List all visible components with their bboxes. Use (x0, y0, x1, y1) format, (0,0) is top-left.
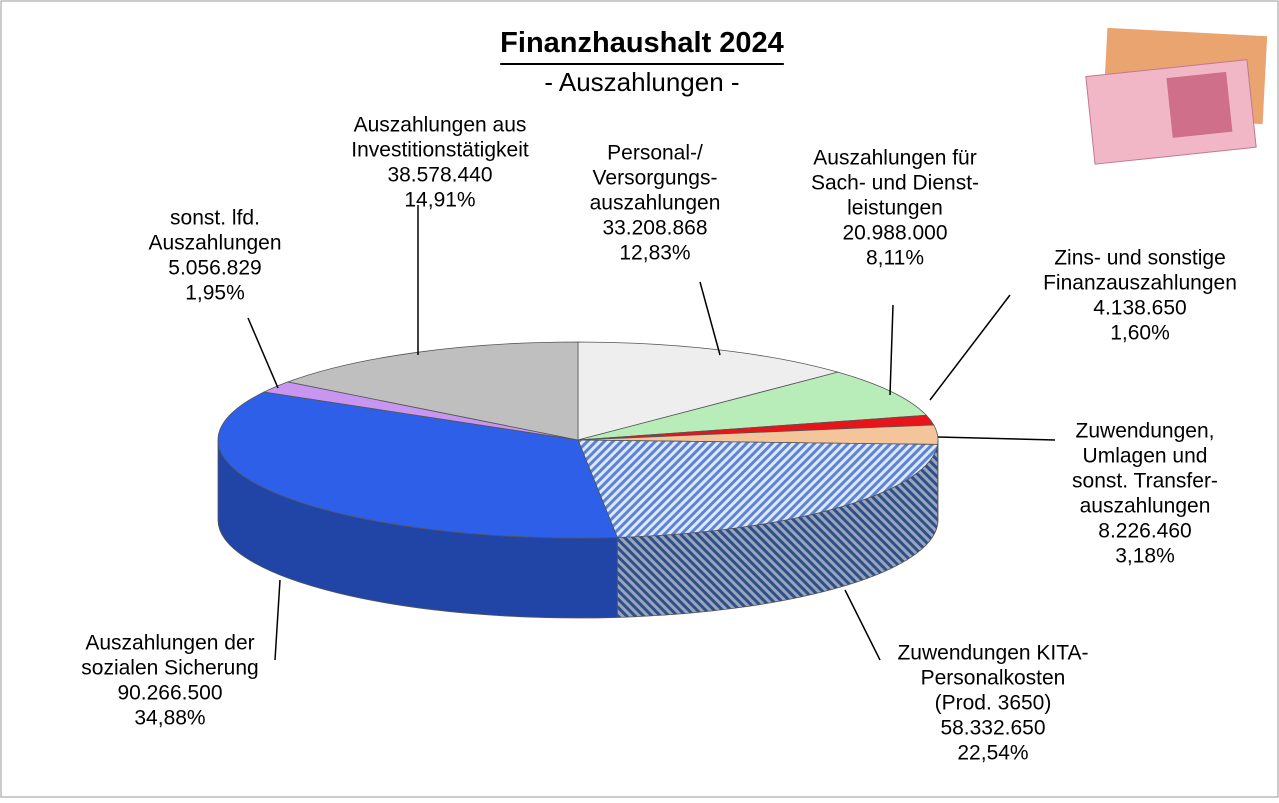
slice-label: Versorgungs- (593, 166, 718, 189)
pie (218, 342, 938, 618)
value-label: 20.988.000 (842, 221, 947, 244)
value-label: 38.578.440 (387, 163, 492, 186)
percent-label: 3,18% (1115, 544, 1175, 567)
percent-label: 34,88% (134, 706, 205, 729)
value-label: 8.226.460 (1098, 519, 1191, 542)
slice-label: sonst. Transfer- (1072, 469, 1218, 492)
slice-label: Investitionstätigkeit (351, 138, 529, 161)
value-label: 5.056.829 (168, 256, 261, 279)
percent-label: 22,54% (957, 741, 1028, 764)
percent-label: 12,83% (619, 241, 690, 264)
slice-label: sozialen Sicherung (81, 656, 258, 679)
slice-label: leistungen (847, 196, 943, 219)
slice-label: (Prod. 3650) (935, 691, 1052, 714)
slice-label: Zins- und sonstige (1054, 246, 1226, 269)
slice-label: Zuwendungen KITA- (897, 641, 1088, 664)
slice-label: sonst. lfd. (170, 206, 260, 229)
value-label: 4.138.650 (1093, 296, 1186, 319)
slice-label: auszahlungen (590, 191, 721, 214)
chart-subtitle: - Auszahlungen - (544, 67, 739, 97)
value-label: 33.208.868 (602, 216, 707, 239)
slice-label: Personalkosten (921, 666, 1066, 689)
slice-label: Auszahlungen aus (354, 113, 527, 136)
slice-label: Auszahlungen für (813, 146, 976, 169)
slice-label: Auszahlungen (148, 231, 281, 254)
slice-label: Finanzauszahlungen (1043, 271, 1237, 294)
percent-label: 1,95% (185, 281, 245, 304)
slice-label: Umlagen und (1083, 444, 1208, 467)
value-label: 90.266.500 (117, 681, 222, 704)
percent-label: 14,91% (404, 188, 475, 211)
slice-label: Personal-/ (607, 141, 703, 164)
percent-label: 1,60% (1110, 321, 1170, 344)
slice-label: Sach- und Dienst- (811, 171, 979, 194)
slice-label: Zuwendungen, (1076, 419, 1215, 442)
value-label: 58.332.650 (940, 716, 1045, 739)
slice-label: Auszahlungen der (85, 631, 254, 654)
chart-title: Finanzhaushalt 2024 (500, 27, 784, 59)
euro-notes (1086, 28, 1267, 164)
percent-label: 8,11% (866, 246, 924, 269)
slice-label: auszahlungen (1080, 494, 1211, 517)
